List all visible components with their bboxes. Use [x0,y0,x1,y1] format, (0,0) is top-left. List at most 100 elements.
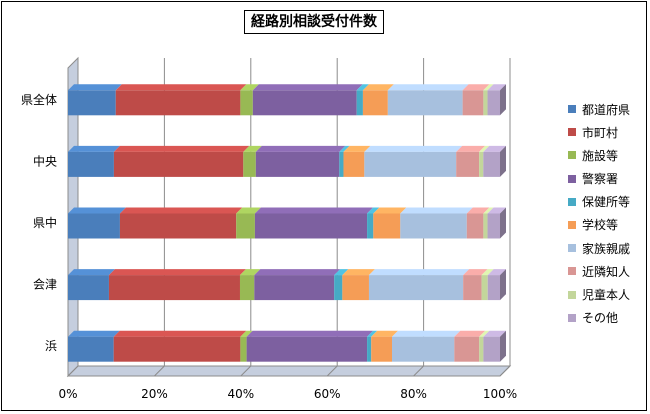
y-tick-label: 会津 [33,278,57,292]
bar-segment [342,269,375,301]
bar-segment [362,84,394,116]
legend-swatch [568,290,576,299]
bar-segment [368,269,470,301]
legend-label: 保健所等 [582,195,631,210]
legend-swatch [568,105,576,113]
bar-segment [400,207,473,239]
legend-swatch [568,197,576,206]
bar-segment [236,207,261,239]
bar-segment [466,207,490,239]
bar-segment [243,145,262,177]
bar-segment [462,84,490,116]
bar-segment [481,269,494,301]
bar-segment [487,207,506,239]
legend: 都道府県市町村施設等警察署保健所等学校等家族親戚近隣知人児童本人その他 [568,100,648,332]
bar-segment [246,330,374,362]
bar-segment [392,330,461,362]
bar-segment [343,145,371,177]
legend-label: 警察署 [582,172,619,187]
y-tick-label: 県全体 [21,92,57,107]
legend-swatch [568,313,576,322]
bar-segment [387,84,469,116]
bar-segment [68,207,126,239]
bar-segment [483,207,494,239]
bar-segment [483,330,506,362]
legend-item: 都道府県 [568,100,648,118]
legend-item: その他 [568,309,648,327]
bar-segment [334,269,349,301]
bar-segment [479,330,490,362]
bar-segment [364,145,463,177]
gridline-floor [154,365,165,377]
legend-label: 施設等 [582,148,619,163]
legend-item: 警察署 [568,170,648,188]
legend-item: 家族親戚 [568,239,648,257]
bar-segment [483,145,506,177]
legend-item: 学校等 [568,216,648,234]
gridline-floor [413,365,424,377]
x-tick-label: 0% [58,387,77,401]
bar-segment [68,269,115,301]
legend-label: 市町村 [582,125,619,140]
x-tick-label: 100% [483,387,517,401]
legend-swatch [568,267,576,276]
bar-segment [487,84,506,116]
gridline-floor [67,365,79,377]
bar-segment [119,207,243,239]
x-tick-label: 20% [141,387,168,401]
bar-segment [255,145,346,177]
floor [66,365,512,377]
bar-segment [254,269,341,301]
bar-segment [113,145,250,177]
bar-segment [113,330,247,362]
legend-item: 保健所等 [568,193,648,211]
x-tick-label: 80% [400,387,427,401]
bar-segment [373,207,407,239]
y-tick-label: 浜 [45,339,57,353]
legend-label: 家族親戚 [582,241,631,256]
legend-label: その他 [582,311,619,326]
legend-swatch [568,151,576,160]
bar-segment [487,269,506,301]
legend-swatch [568,244,576,253]
x-tick-label: 60% [314,387,341,401]
legend-item: 児童本人 [568,286,648,304]
bar-segment [356,84,369,116]
y-tick-label: 県中 [33,215,57,230]
bar-segment [339,145,350,177]
chart-title: 経路別相談受付件数 [244,10,384,34]
legend-label: 児童本人 [582,288,631,302]
gridline-floor [499,365,511,377]
bar-segment [68,330,120,362]
bar-segment [367,207,380,239]
bar-segment [483,84,494,116]
bar-segment [454,330,486,362]
legend-label: 都道府県 [582,102,631,117]
bar-segment [115,84,247,116]
bar-segment [479,145,490,177]
bar-segment [254,207,374,239]
legend-item: 近隣知人 [568,262,648,280]
legend-item: 市町村 [568,123,648,141]
legend-item: 施設等 [568,146,648,164]
bar-segment [456,145,486,177]
bar-segment [239,269,261,301]
legend-label: 学校等 [582,218,619,233]
bar-segment [108,269,246,301]
gridline-floor [326,365,338,377]
bar-segment [240,84,259,116]
bar-segment [367,330,378,362]
bar-segment [252,84,363,116]
y-tick-label: 中央 [33,153,57,168]
bar-segment [68,84,122,116]
bar-segment [371,330,398,362]
x-tick-label: 40% [227,387,254,401]
bar-segment [240,330,253,362]
legend-swatch [568,220,576,229]
legend-label: 近隣知人 [582,264,631,279]
legend-swatch [568,174,576,183]
bar-segment [463,269,488,301]
bar-segment [68,145,120,177]
gridline-floor [240,365,252,377]
